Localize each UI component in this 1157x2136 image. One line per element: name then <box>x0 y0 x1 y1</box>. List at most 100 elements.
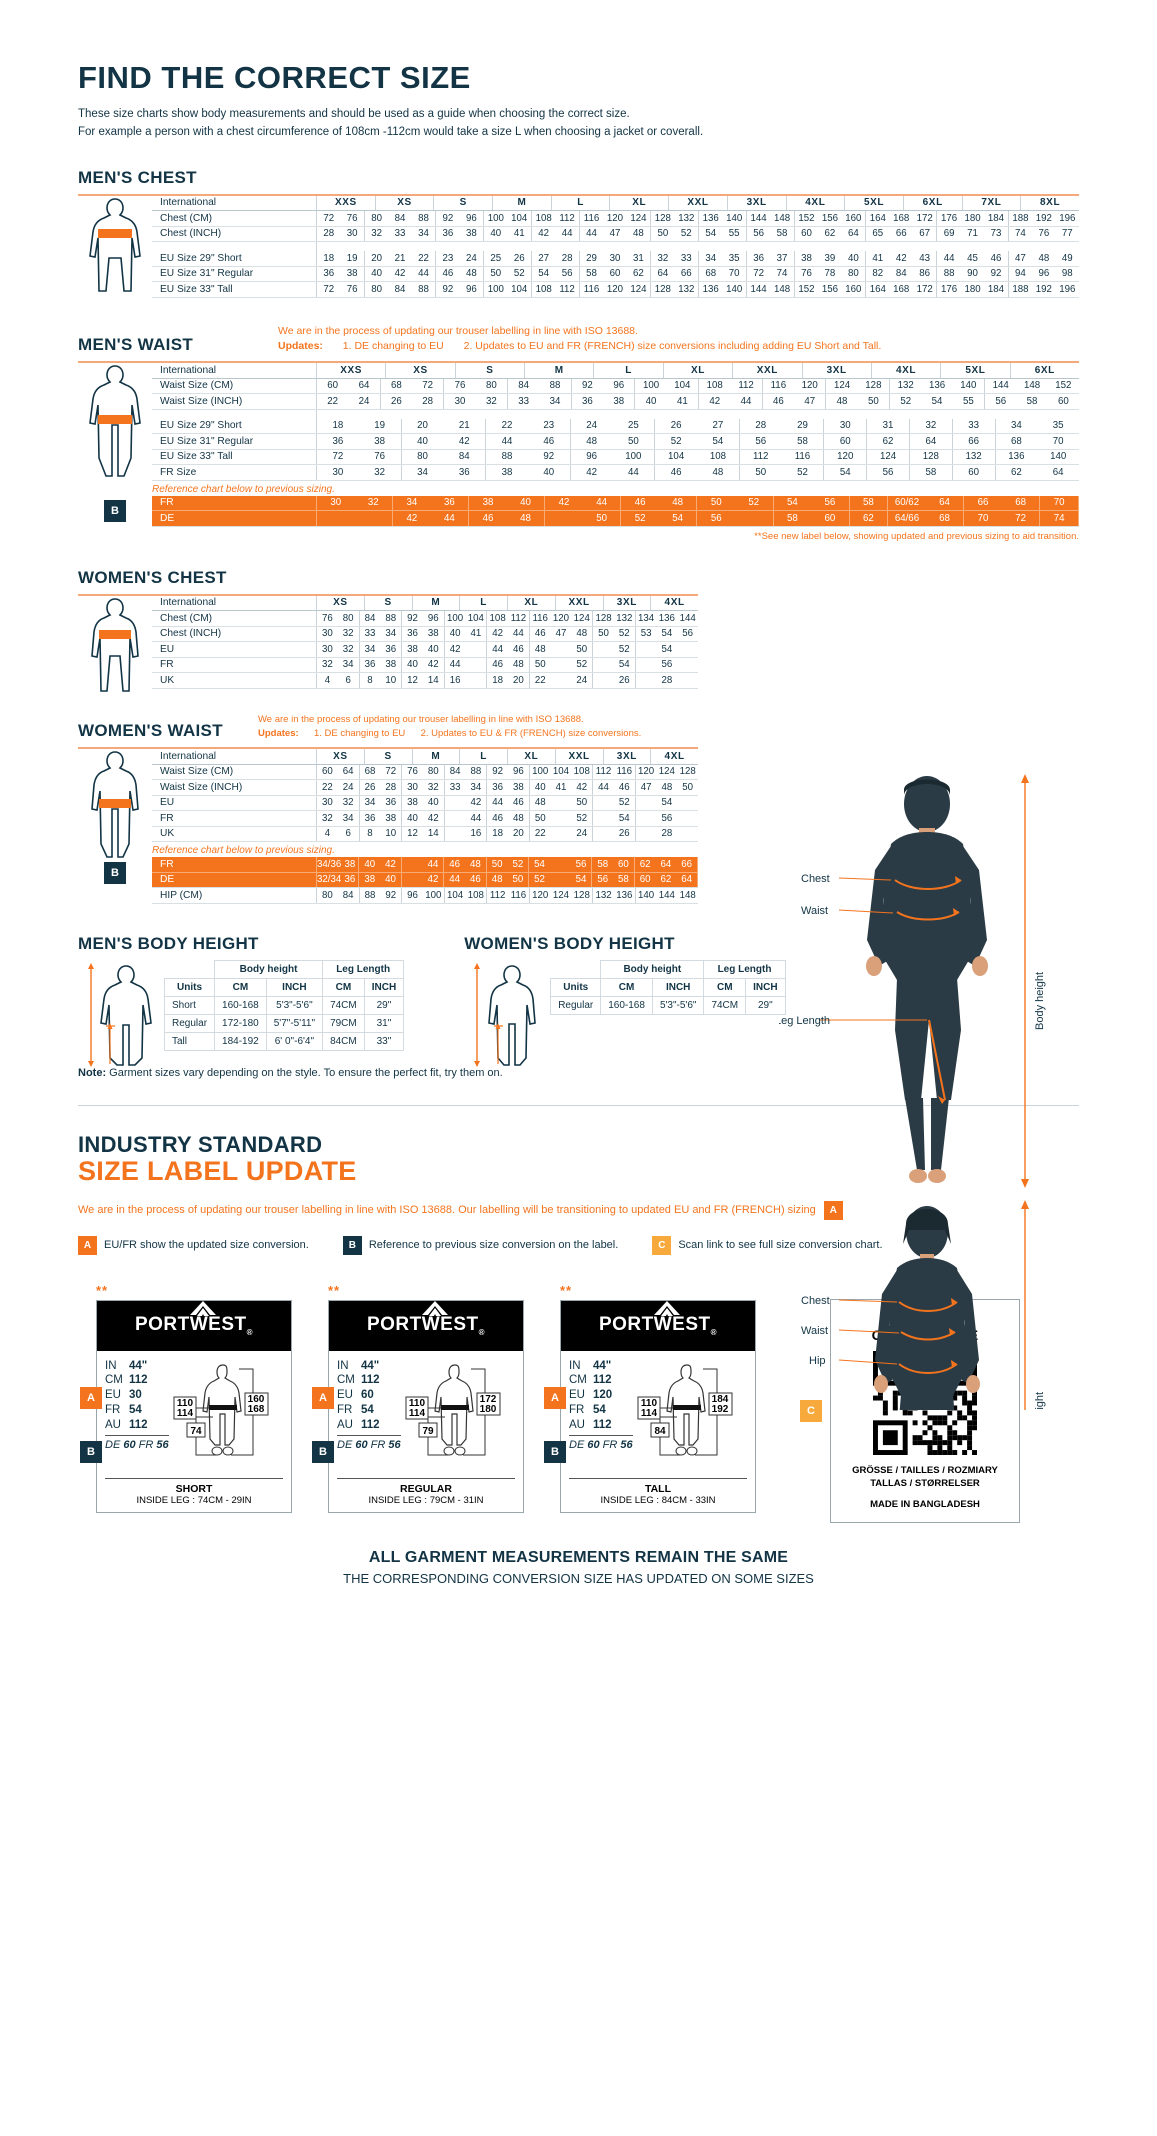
table-cell: 108 <box>489 612 506 624</box>
table-cell: 52 <box>534 874 545 886</box>
table-cell: 42 <box>538 228 550 240</box>
cell-group: 26 <box>593 826 636 842</box>
cell-group: 50 52 <box>487 857 530 872</box>
cell-group: 46 47 <box>763 394 827 409</box>
legend-text: Reference to previous size conversion on… <box>368 1239 619 1252</box>
table-cell: 50 <box>490 268 502 280</box>
table-cell: 41 <box>872 252 884 264</box>
womens-waist-header: WOMEN'S WAIST We are in the process of u… <box>78 713 698 742</box>
table-cell: 33 <box>394 228 406 240</box>
mens-waist-orange-block: B FR 30 32 34 36 38 40 42 44 46 48 50 52 54 56 58 60/62 6… <box>78 495 1079 527</box>
table-row: Chest (INCH) 28 30 32 33 34 36 38 40 41 42 44 44 47 48… <box>152 226 1079 243</box>
cell-group: 128 132 <box>651 282 699 297</box>
table-cell: 26 <box>618 828 630 840</box>
spec-value: 44" <box>593 1359 612 1372</box>
table-cell: 92 <box>492 766 504 778</box>
table-cell: 54 <box>786 497 798 509</box>
table-cell: 128 <box>573 889 590 901</box>
cell-group: 6XL <box>1011 363 1079 378</box>
cell-group: 28 <box>636 827 698 842</box>
cell-group: 52 <box>593 642 636 657</box>
table-cell: 36 <box>364 812 376 824</box>
womens-waist-note: We are in the process of updating our tr… <box>258 713 641 742</box>
cell-group: 46 48 <box>655 465 740 480</box>
table-cell: XXS <box>340 364 363 376</box>
table-cell: 160 <box>845 283 862 295</box>
cell-group: 52 54 55 <box>890 394 986 409</box>
row-label: International <box>152 363 317 378</box>
table-row: EU Size 31" Regular 36 38 40 42 44 46 48 50 52 54 5… <box>152 266 1079 283</box>
table-cell: 50 <box>710 497 722 509</box>
cell-group: 54 56 <box>774 495 850 511</box>
table-cell: 92 <box>442 212 454 224</box>
row-label: FR Size <box>152 465 317 480</box>
brand-name: PORTWEST® <box>366 1314 486 1338</box>
cell-group: M <box>525 363 595 378</box>
cell-group: 46 47 48 <box>530 626 594 642</box>
bh-row: Short 160-168 5'3"-5'6" 74CM 29" <box>163 995 405 1015</box>
table-cell: 46 <box>634 497 646 509</box>
bh-cell: 6' 0"-6'4" <box>265 1031 324 1051</box>
table-cell: 156 <box>821 212 838 224</box>
table-cell: 50 <box>868 395 879 407</box>
waist-upper-value: 110 <box>641 1398 658 1409</box>
cell-group: 74 76 77 <box>1009 227 1079 242</box>
cell-group: 22 23 <box>486 418 571 434</box>
cell-group: 46 48 <box>621 495 698 511</box>
table-cell: 54 <box>618 812 630 824</box>
cell-group: XS <box>386 363 456 378</box>
table-row: Waist Size (INCH) 22 24 26 28 30 32 33 34 36 38 40 4… <box>152 394 1079 410</box>
spec-value: 112 <box>593 1374 612 1387</box>
header-row: International XS S M L XL XXL 3XL 4XL <box>152 595 698 612</box>
spec-key: IN <box>569 1359 581 1372</box>
cell-group: 48 50 <box>530 795 594 811</box>
label-body: IN 44" CM 112 EU 30 FR 54 AU 112 DE 60 FR 56 110 114… <box>97 1351 291 1474</box>
spec-line: EU 60 <box>337 1388 401 1403</box>
table-cell: 100 <box>487 212 504 224</box>
cell-group: 136 140 <box>699 211 747 226</box>
size-spec-list: IN 44" CM 112 EU 60 FR 54 AU 112 DE 60 FR 56 <box>337 1359 401 1470</box>
table-cell: 30 <box>322 797 333 809</box>
table-cell: 70 <box>728 268 740 280</box>
table-cell: 144 <box>750 283 767 295</box>
cell-group: 3XL <box>604 749 652 764</box>
cell-group: 62 <box>867 434 910 449</box>
cell-group: 44 46 <box>444 872 487 888</box>
inside-leg-text: INSIDE LEG : 74CM - 29IN <box>136 1494 252 1506</box>
row-label: EU <box>152 795 317 811</box>
cell-group: 72 76 <box>317 282 365 297</box>
cell-group: 41 42 43 <box>866 251 938 266</box>
cell-group: 12 14 <box>402 673 445 688</box>
fit-title: SHORT <box>175 1482 213 1495</box>
cell-group: 12 14 <box>402 826 445 842</box>
cell-group: 30 32 <box>317 626 360 642</box>
table-cell: 112 <box>489 889 506 901</box>
table-cell: 30 <box>346 228 358 240</box>
table-cell: XL <box>690 364 705 376</box>
cell-group: 68 70 <box>996 434 1080 449</box>
cell-group: 38 39 40 <box>795 251 867 266</box>
table-cell: 38 <box>407 797 418 809</box>
female-model: Chest Waist Hip Leg Length Body height <box>775 1200 1046 1596</box>
table-cell: 45 <box>967 252 978 264</box>
table-cell: 140 <box>638 889 655 901</box>
cell-group: 82 84 86 <box>866 266 938 282</box>
cell-group: 40 41 <box>484 226 532 242</box>
table-cell <box>465 673 486 688</box>
table-cell: 134 <box>638 612 655 624</box>
cell-group: XXS <box>317 363 387 378</box>
cell-group: 124 128 <box>826 378 891 394</box>
table-cell: 52 <box>618 628 630 640</box>
table-cell: 36 <box>492 781 504 793</box>
table-cell: 36 <box>581 395 593 407</box>
table-cell: 48 <box>576 628 588 640</box>
spec-line: FR 54 <box>337 1403 401 1418</box>
cell-group: 18 19 <box>317 418 402 434</box>
legend-text: EU/FR show the updated size conversion. <box>104 1239 309 1252</box>
waist-upper-value: 110 <box>177 1398 194 1409</box>
table-cell: 136 <box>928 380 946 392</box>
cell-group: 54 <box>636 642 698 657</box>
table-cell: 46 <box>492 659 504 671</box>
label-body: IN 44" CM 112 EU 60 FR 54 AU 112 DE 60 FR 56 110 114… <box>329 1351 523 1474</box>
cell-group: 34 35 <box>996 419 1080 434</box>
